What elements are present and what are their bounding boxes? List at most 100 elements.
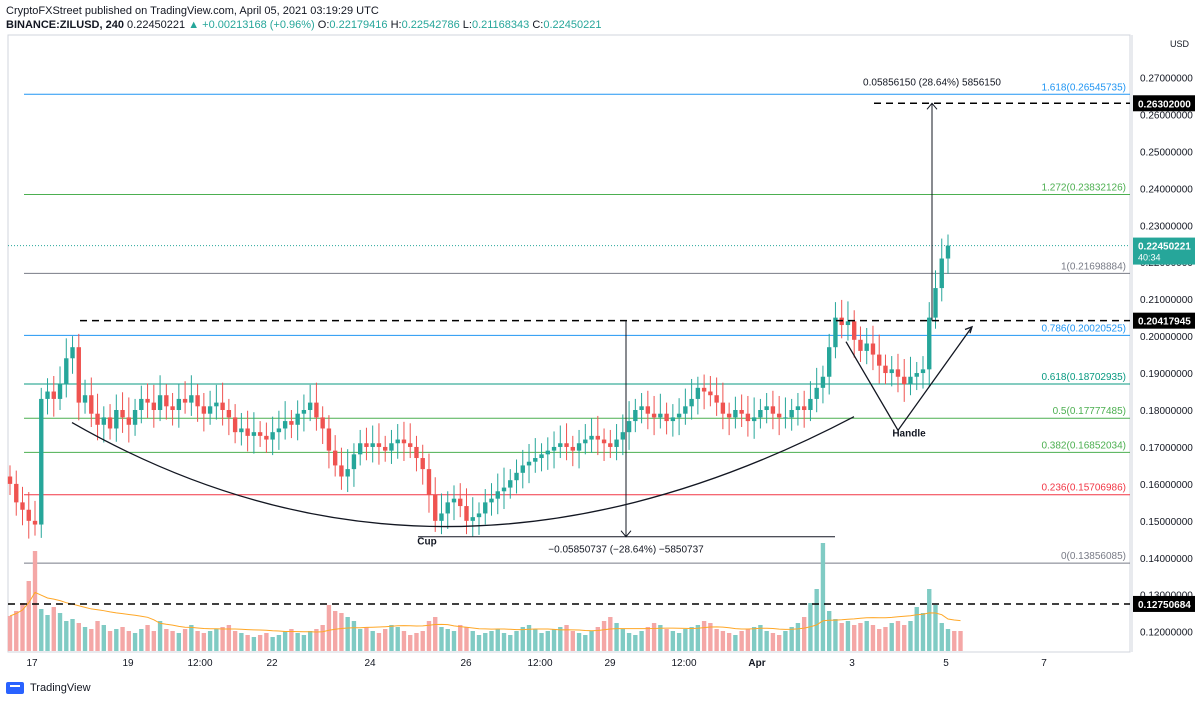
open-label: O: [317, 19, 330, 31]
candle-body [270, 432, 275, 440]
candle-body [927, 317, 932, 370]
candle-body [420, 458, 425, 470]
fib-label: 0.236(0.15706986) [1041, 483, 1126, 494]
volume-bar [376, 633, 382, 651]
volume-bar [282, 631, 288, 651]
fib-label: 0(0.13856085) [1061, 551, 1126, 562]
candle-body [658, 413, 663, 418]
volume-bar [676, 633, 682, 651]
candle-body [389, 443, 394, 451]
candle-body [545, 450, 550, 455]
volume-bar [595, 627, 601, 651]
volume-bar [501, 633, 507, 651]
volume-bar [776, 635, 782, 651]
candle-body [895, 369, 901, 377]
volume-bar [758, 625, 763, 651]
volume-bar [207, 631, 213, 651]
volume-bar [726, 633, 732, 651]
volume-bar [370, 631, 375, 651]
volume-bar [351, 621, 357, 651]
cup-curve [71, 416, 855, 528]
candle-body [220, 402, 225, 411]
volume-bar [414, 633, 419, 651]
volume-bar [658, 625, 663, 651]
candle-body [858, 339, 863, 351]
candle-body [595, 435, 601, 440]
y-tick-label: 0.19000000 [1140, 369, 1193, 380]
candle-body [751, 417, 757, 422]
volume-bar [195, 631, 200, 651]
x-tick-label: 5 [943, 658, 949, 669]
price-tag-label: 0.26302000 [1138, 99, 1191, 110]
symbol-label: BINANCE:ZILUSD, 240 [6, 19, 124, 31]
candle-body [483, 502, 488, 514]
volume-bar [32, 551, 38, 651]
price-tag [1133, 95, 1195, 112]
volume-bar [751, 627, 757, 651]
volume-bar [420, 631, 425, 651]
candle-body [708, 391, 713, 396]
ohlc-line: BINANCE:ZILUSD, 240 0.22450221 ▲ +0.0021… [6, 18, 601, 32]
volume-bar [251, 637, 257, 651]
handle-vee [845, 326, 973, 432]
candle-body [426, 469, 432, 495]
volume-bar [82, 627, 88, 651]
candle-body [783, 417, 788, 419]
candle-body [558, 443, 563, 447]
candle-body [89, 395, 94, 414]
volume-bar [914, 607, 919, 651]
volume-bar [651, 623, 657, 651]
volume-bar [433, 617, 438, 651]
x-tick-label: 12:00 [671, 658, 696, 669]
volume-bar [845, 621, 851, 651]
volume-bar [839, 623, 844, 651]
volume-bar [877, 629, 882, 651]
volume-bar [570, 631, 575, 651]
volume-bar [332, 611, 338, 651]
volume-bar [620, 629, 626, 651]
volume-bar [364, 627, 369, 651]
candle-body [70, 347, 75, 359]
candle-body [645, 406, 651, 414]
price-tag-label: 0.20417945 [1138, 317, 1191, 328]
volume-bar [764, 631, 769, 651]
candle-body [257, 432, 263, 436]
candle-body [82, 395, 88, 403]
volume-bar [514, 631, 519, 651]
volume-bar [164, 629, 169, 651]
candle-body [332, 450, 338, 466]
volume-bar [445, 629, 450, 651]
volume-bar [508, 635, 513, 651]
x-tick-label: 17 [26, 658, 38, 669]
candle-body [877, 354, 882, 366]
candle-body [833, 317, 838, 348]
volume-bar [26, 581, 31, 651]
handle-label: Handle [892, 429, 926, 440]
candle-body [439, 513, 444, 521]
price-change: +0.00213168 (+0.96%) [202, 19, 315, 31]
measure-up-arrow [926, 102, 938, 110]
candle-body [770, 406, 776, 414]
volume-bar [670, 631, 676, 651]
candle-body [57, 384, 63, 399]
volume-bar [826, 611, 832, 651]
candle-body [376, 443, 382, 447]
candle-body [695, 387, 701, 399]
candle-body [789, 410, 794, 418]
volume-bar [958, 631, 963, 651]
x-tick-label: Apr [748, 658, 765, 669]
volume-bar [626, 633, 632, 651]
volume-bar [20, 603, 25, 651]
candle-body [945, 245, 951, 259]
volume-bar [927, 589, 932, 651]
candle-body [182, 398, 188, 403]
candle-body [701, 387, 707, 392]
volume-bar [57, 613, 63, 651]
volume-bar [889, 623, 894, 651]
y-tick-label: 0.18000000 [1140, 406, 1193, 417]
volume-bar [945, 629, 951, 651]
candle-body [683, 406, 688, 414]
candle-body [689, 398, 694, 407]
candle-body [364, 443, 369, 447]
